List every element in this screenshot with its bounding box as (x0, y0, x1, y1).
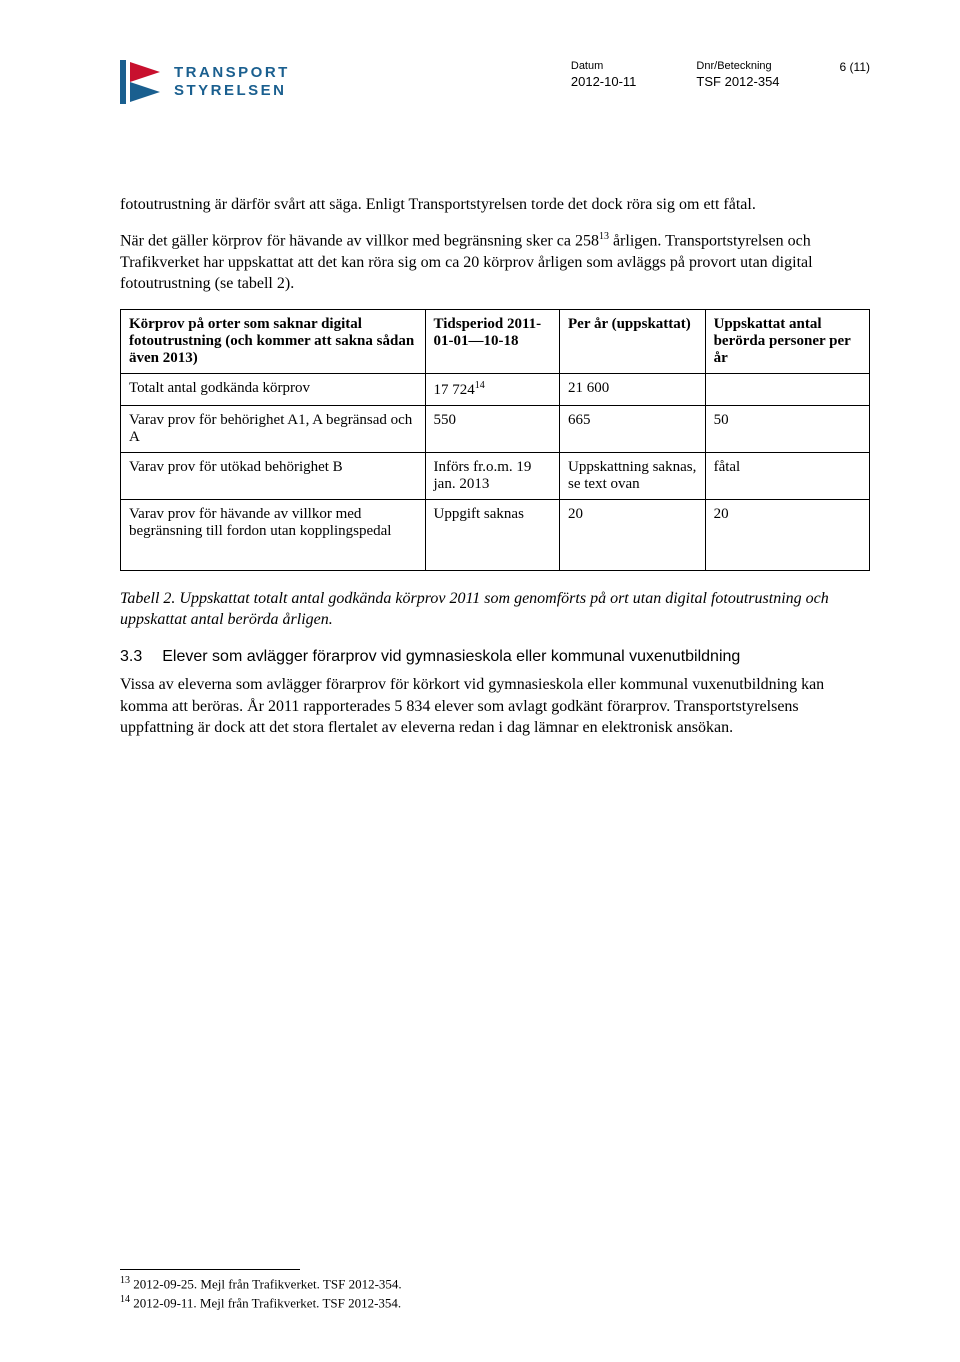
transport-logo-icon (120, 60, 164, 104)
cell: Uppgift saknas (425, 499, 560, 570)
cell: 50 (705, 405, 869, 452)
cell: 550 (425, 405, 560, 452)
datum-block: Datum 2012-10-11 (571, 60, 637, 89)
logo-line-2: STYRELSEN (174, 82, 290, 100)
cell: 21 600 (560, 373, 706, 405)
footnote-ref-14: 14 (475, 380, 485, 391)
footnote-14: 14 2012-09-11. Mejl från Trafikverket. T… (120, 1293, 870, 1312)
section-heading: 3.3 Elever som avlägger förarprov vid gy… (120, 648, 870, 666)
dnr-label: Dnr/Beteckning (696, 60, 779, 72)
agency-logo: TRANSPORT STYRELSEN (120, 60, 290, 104)
para2-part-a: När det gäller körprov för hävande av vi… (120, 232, 599, 249)
footnote-13: 13 2012-09-25. Mejl från Trafikverket. T… (120, 1274, 870, 1293)
col-header-3: Uppskattat antal berörda personer per år (705, 309, 869, 373)
korprov-table: Körprov på orter som saknar digital foto… (120, 309, 870, 571)
footnote-rule (120, 1269, 300, 1270)
paragraph-1: fotoutrustning är därför svårt att säga.… (120, 194, 870, 216)
cell-value: 17 724 (434, 382, 475, 398)
datum-label: Datum (571, 60, 637, 72)
table-row: Totalt antal godkända körprov 17 72414 2… (121, 373, 870, 405)
page-number: 6 (11) (840, 60, 870, 89)
cell (705, 373, 869, 405)
agency-logo-text: TRANSPORT STYRELSEN (174, 64, 290, 100)
dnr-value: TSF 2012-354 (696, 74, 779, 89)
cell: 20 (560, 499, 706, 570)
logo-line-1: TRANSPORT (174, 64, 290, 82)
table-header-row: Körprov på orter som saknar digital foto… (121, 309, 870, 373)
footnote-text-14: 2012-09-11. Mejl från Trafikverket. TSF … (130, 1295, 401, 1310)
paragraph-2: När det gäller körprov för hävande av vi… (120, 230, 870, 295)
col-header-1: Tidsperiod 2011-01-01—10-18 (425, 309, 560, 373)
cell: Varav prov för hävande av villkor med be… (121, 499, 426, 570)
footnote-num-14: 14 (120, 1294, 130, 1305)
table-caption: Tabell 2. Uppskattat totalt antal godkän… (120, 589, 870, 631)
cell: 17 72414 (425, 373, 560, 405)
col-header-0: Körprov på orter som saknar digital foto… (121, 309, 426, 373)
cell: fåtal (705, 452, 869, 499)
table-row: Varav prov för hävande av villkor med be… (121, 499, 870, 570)
cell: Införs fr.o.m. 19 jan. 2013 (425, 452, 560, 499)
section-title: Elever som avlägger förarprov vid gymnas… (162, 648, 870, 666)
footnotes-block: 13 2012-09-25. Mejl från Trafikverket. T… (120, 1269, 870, 1312)
table-row: Varav prov för utökad behörighet B Inför… (121, 452, 870, 499)
col-header-2: Per år (uppskattat) (560, 309, 706, 373)
cell: Varav prov för utökad behörighet B (121, 452, 426, 499)
cell: Totalt antal godkända körprov (121, 373, 426, 405)
cell: Varav prov för behörighet A1, A begränsa… (121, 405, 426, 452)
footnote-num-13: 13 (120, 1275, 130, 1286)
footnote-ref-13: 13 (599, 231, 609, 242)
table-row: Varav prov för behörighet A1, A begränsa… (121, 405, 870, 452)
paragraph-3: Vissa av eleverna som avlägger förarprov… (120, 674, 870, 739)
page-header: TRANSPORT STYRELSEN Datum 2012-10-11 Dnr… (120, 60, 870, 104)
header-metadata: Datum 2012-10-11 Dnr/Beteckning TSF 2012… (571, 60, 870, 89)
footnote-text-13: 2012-09-25. Mejl från Trafikverket. TSF … (130, 1276, 402, 1291)
cell: 20 (705, 499, 869, 570)
cell: Uppskattning saknas, se text ovan (560, 452, 706, 499)
section-number: 3.3 (120, 648, 142, 666)
dnr-block: Dnr/Beteckning TSF 2012-354 (696, 60, 779, 89)
cell: 665 (560, 405, 706, 452)
datum-value: 2012-10-11 (571, 74, 637, 89)
